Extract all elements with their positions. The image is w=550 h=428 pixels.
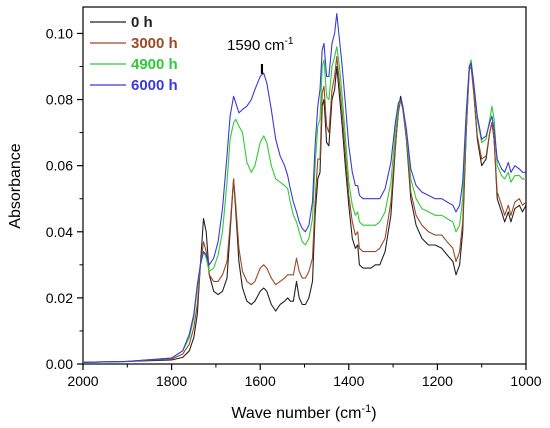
x-tick-label: 1400 — [333, 373, 364, 389]
legend-label-3000-h: 3000 h — [131, 35, 178, 52]
series-line-4900-h — [82, 46, 526, 363]
x-axis-title-sup: -1 — [362, 403, 372, 415]
legend-label-4900-h: 4900 h — [131, 56, 178, 73]
y-tick-label: 0.04 — [46, 224, 73, 240]
y-tick-label: 0.02 — [46, 290, 73, 306]
axis-ticks: 2000 1800 1600 1400 1200 1000 0.00 0.02 0.04 0.06… — [46, 25, 542, 389]
x-tick-label: 1200 — [422, 373, 453, 389]
x-tick-label: 1000 — [510, 373, 541, 389]
y-tick-label: 0.10 — [46, 25, 73, 41]
series-line-3000-h — [82, 56, 527, 363]
legend-label-6000-h: 6000 h — [131, 77, 178, 94]
x-tick-label: 1800 — [156, 373, 187, 389]
series-lines — [82, 13, 527, 363]
y-tick-label: 0.06 — [46, 158, 73, 174]
legend: 0 h 3000 h 4900 h 6000 h — [90, 14, 178, 94]
x-axis-title-end: ) — [371, 405, 376, 422]
series-line-6000-h — [82, 13, 526, 363]
y-axis-title: Absorbance — [7, 143, 24, 228]
y-tick-label: 0.08 — [46, 92, 73, 108]
x-axis-title-text: Wave number (cm — [231, 405, 361, 422]
series-line-0-h — [82, 62, 527, 363]
peak-annotation: 1590 cm-1 I — [227, 36, 294, 78]
x-axis-title: Wave number (cm-1) — [231, 403, 376, 422]
legend-label-0-h: 0 h — [131, 14, 153, 31]
x-tick-label: 1600 — [245, 373, 276, 389]
x-tick-label: 2000 — [67, 373, 98, 389]
peak-annotation-sup: -1 — [285, 36, 294, 47]
peak-annotation-mark: I — [260, 61, 264, 78]
peak-annotation-label: 1590 cm-1 — [227, 36, 294, 54]
peak-annotation-text: 1590 cm — [227, 37, 285, 54]
y-tick-label: 0.00 — [46, 356, 73, 372]
